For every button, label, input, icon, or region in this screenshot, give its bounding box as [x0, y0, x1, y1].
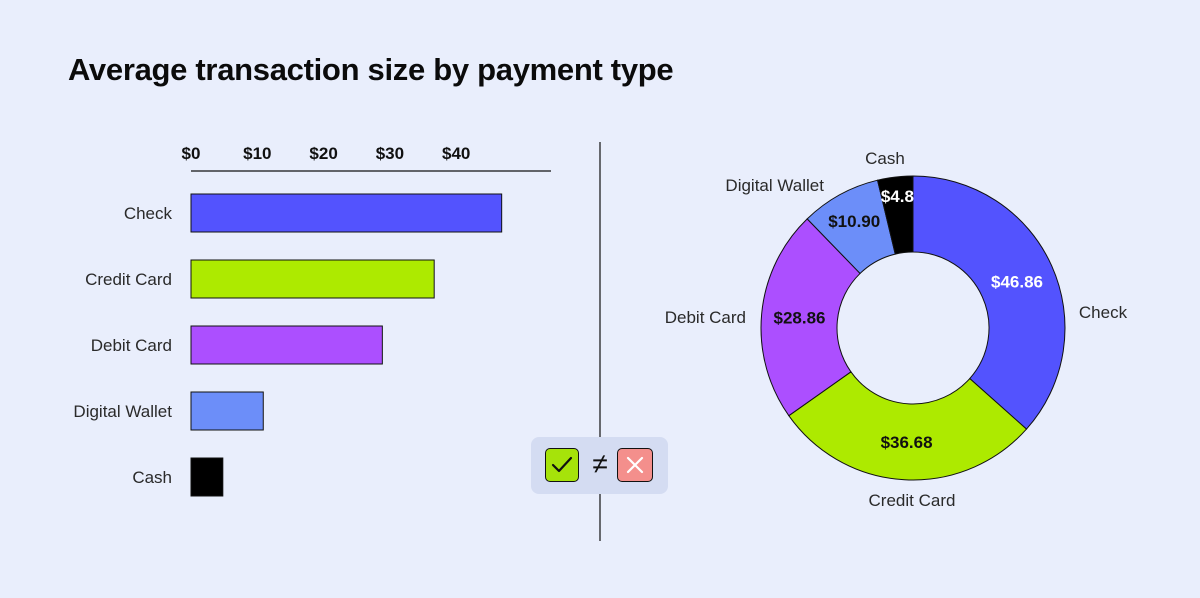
slice-category-label: Digital Wallet: [725, 176, 824, 195]
slice-value-label: $46.86: [991, 272, 1043, 291]
bar-chart: $0 $10 $20 $30 $40 Check Credit Card Debit Card…: [73, 144, 551, 497]
bar-digital-wallet: [190, 391, 264, 431]
slice-category-label: Cash: [865, 149, 905, 168]
check-icon: [545, 448, 579, 482]
comparison-badge: ≠: [531, 437, 668, 494]
category-label: Debit Card: [91, 336, 172, 355]
slice-debit-card: [760, 218, 861, 417]
bar-cash: [190, 457, 224, 497]
slice-check: [912, 175, 1066, 430]
page-title: Average transaction size by payment type: [68, 52, 674, 87]
x-tick-label: $30: [376, 144, 404, 163]
x-tick-label: $20: [309, 144, 337, 163]
bar-credit-card: [190, 259, 435, 299]
category-label: Credit Card: [85, 270, 172, 289]
not-equal-sign: ≠: [592, 448, 608, 479]
x-tick-label: $0: [182, 144, 201, 163]
slice-credit-card: [788, 371, 1028, 481]
slice-value-label: $36.68: [881, 433, 933, 452]
category-label: Cash: [132, 468, 172, 487]
bar-check: [190, 193, 503, 233]
donut-chart: $46.86 Check $36.68 Credit Card $28.86 Debit …: [665, 149, 1128, 510]
slice-category-label: Credit Card: [869, 491, 956, 510]
slice-value-label: $4.8: [881, 187, 914, 206]
category-label: Digital Wallet: [73, 402, 172, 421]
bar-debit-card: [190, 325, 383, 365]
category-label: Check: [124, 204, 173, 223]
x-tick-label: $10: [243, 144, 271, 163]
slice-cash: [876, 175, 914, 255]
slice-value-label: $10.90: [828, 212, 880, 231]
x-tick-label: $40: [442, 144, 470, 163]
cross-icon: [617, 448, 653, 482]
slice-value-label: $28.86: [773, 308, 825, 327]
slice-category-label: Debit Card: [665, 308, 746, 327]
slice-category-label: Check: [1079, 303, 1128, 322]
